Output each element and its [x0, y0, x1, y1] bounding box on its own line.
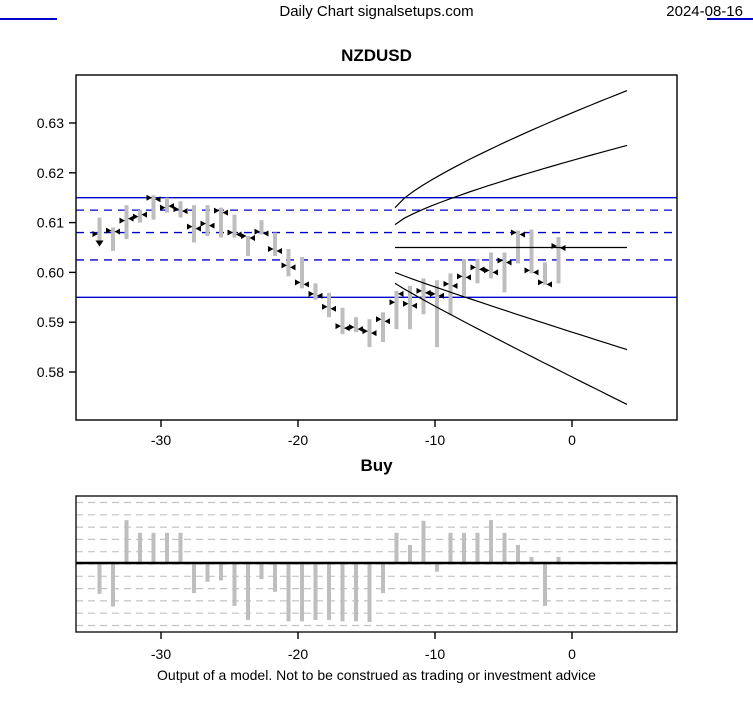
open-tick-marker [254, 228, 260, 235]
open-tick-marker [119, 217, 125, 224]
close-tick-marker [276, 247, 282, 254]
close-tick-marker [357, 326, 363, 333]
close-tick-marker [114, 228, 120, 235]
open-tick-marker [106, 227, 112, 234]
close-tick-marker [236, 231, 242, 238]
close-tick-marker [425, 289, 431, 296]
x-tick-label: 0 [568, 432, 576, 448]
open-tick-marker [322, 303, 328, 310]
open-tick-marker [430, 290, 436, 297]
buy-x-tick-label: -30 [151, 646, 171, 662]
open-tick-marker [349, 324, 355, 331]
forecast-band-curve [394, 144, 628, 226]
forecast-band-curve [394, 90, 628, 209]
open-tick-marker [376, 316, 382, 323]
buy-x-tick-label: -10 [425, 646, 445, 662]
close-tick-marker [492, 269, 498, 276]
open-tick-marker [457, 273, 463, 280]
open-tick-marker [146, 194, 152, 201]
header-rule-left [0, 18, 57, 20]
open-tick-marker [281, 262, 287, 269]
open-tick-marker [497, 257, 503, 264]
y-tick-label: 0.62 [37, 165, 64, 181]
close-tick-marker [411, 302, 417, 309]
close-tick-marker [438, 292, 444, 299]
open-tick-marker [227, 229, 233, 236]
open-tick-marker [92, 231, 98, 238]
open-tick-marker [173, 206, 179, 213]
close-tick-marker [249, 235, 255, 242]
main-plot-box [75, 74, 678, 421]
close-tick-marker [128, 215, 134, 222]
open-tick-marker [308, 290, 314, 297]
buy-x-tick-label: 0 [568, 646, 576, 662]
open-tick-marker [470, 264, 476, 271]
close-tick-marker [141, 211, 147, 218]
close-tick-marker [452, 282, 458, 289]
close-tick-marker [290, 264, 296, 271]
header-title: Daily Chart signalsetups.com [279, 3, 474, 20]
close-tick-marker [263, 230, 269, 237]
open-tick-marker [538, 279, 544, 286]
close-tick-marker [465, 274, 471, 281]
open-tick-marker [416, 287, 422, 294]
open-tick-marker [484, 267, 490, 274]
disclaimer-text: Output of a model. Not to be construed a… [157, 667, 596, 683]
header-rule-right [707, 18, 753, 20]
close-tick-marker [344, 325, 350, 332]
x-tick-label: -30 [151, 432, 171, 448]
close-tick-marker [209, 222, 215, 229]
down-arrow-marker [95, 240, 104, 247]
close-tick-marker [546, 281, 552, 288]
close-tick-marker [384, 318, 390, 325]
open-tick-marker [362, 328, 368, 335]
open-tick-marker [160, 204, 166, 211]
open-tick-marker [295, 279, 301, 286]
close-tick-marker [303, 281, 309, 288]
close-tick-marker [479, 266, 485, 273]
open-tick-marker [389, 299, 395, 306]
y-tick-label: 0.58 [37, 364, 64, 380]
close-tick-marker [195, 225, 201, 232]
x-tick-label: -20 [288, 432, 308, 448]
close-tick-marker [182, 208, 188, 215]
open-tick-marker [187, 223, 193, 230]
close-tick-marker [398, 290, 404, 297]
close-tick-marker [371, 330, 377, 337]
y-tick-label: 0.59 [37, 314, 64, 330]
buy-chart-title: Buy [360, 456, 393, 475]
open-tick-marker [511, 229, 517, 236]
open-tick-marker [443, 280, 449, 287]
close-tick-marker [533, 269, 539, 276]
y-tick-label: 0.63 [37, 115, 64, 131]
open-tick-marker [403, 300, 409, 307]
x-tick-label: -10 [425, 432, 445, 448]
open-tick-marker [214, 207, 220, 214]
close-tick-marker [222, 209, 228, 216]
open-tick-marker [133, 213, 139, 220]
buy-plot-box [75, 495, 678, 633]
open-tick-marker [200, 220, 206, 227]
forecast-band-curve [394, 271, 628, 351]
main-chart-title: NZDUSD [341, 46, 412, 65]
open-tick-marker [241, 233, 247, 240]
close-tick-marker [155, 196, 161, 203]
y-tick-label: 0.60 [37, 264, 64, 280]
open-tick-marker [524, 267, 530, 274]
open-tick-marker [268, 245, 274, 252]
open-tick-marker [335, 323, 341, 330]
close-tick-marker [330, 305, 336, 312]
close-tick-marker [506, 259, 512, 266]
close-tick-marker [168, 203, 174, 210]
header-date: 2024-08-16 [666, 3, 743, 20]
close-tick-marker [317, 292, 323, 299]
buy-x-tick-label: -20 [288, 646, 308, 662]
close-tick-marker [519, 231, 525, 238]
y-tick-label: 0.61 [37, 215, 64, 231]
forecast-band-curve [394, 282, 628, 405]
